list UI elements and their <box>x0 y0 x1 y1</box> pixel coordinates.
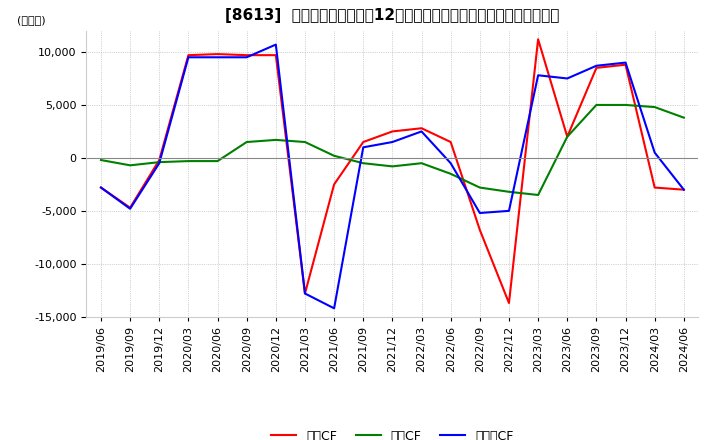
投資CF <box>388 164 397 169</box>
投資CF <box>417 161 426 166</box>
投資CF <box>446 171 455 176</box>
営業CF <box>96 185 105 190</box>
営業CF <box>243 52 251 58</box>
営業CF <box>592 65 600 70</box>
営業CF <box>650 185 659 190</box>
投資CF <box>271 137 280 143</box>
投資CF <box>475 185 484 190</box>
投資CF <box>243 139 251 145</box>
フリーCF <box>475 210 484 216</box>
投資CF <box>505 189 513 194</box>
投資CF <box>680 115 688 120</box>
投資CF <box>213 158 222 164</box>
投資CF <box>650 104 659 110</box>
Line: 投資CF: 投資CF <box>101 105 684 195</box>
フリーCF <box>563 76 572 81</box>
フリーCF <box>505 208 513 213</box>
営業CF <box>534 37 542 42</box>
営業CF <box>126 205 135 210</box>
営業CF <box>271 52 280 58</box>
フリーCF <box>155 161 163 166</box>
営業CF <box>563 134 572 139</box>
フリーCF <box>213 55 222 60</box>
フリーCF <box>388 139 397 145</box>
Line: フリーCF: フリーCF <box>101 44 684 308</box>
営業CF <box>446 139 455 145</box>
営業CF <box>213 51 222 57</box>
投資CF <box>563 134 572 139</box>
フリーCF <box>271 42 280 47</box>
投資CF <box>330 153 338 158</box>
Title: [8613]  キャッシュフローの12か月移動合計の対前年同期増減額の推移: [8613] キャッシュフローの12か月移動合計の対前年同期増減額の推移 <box>225 7 559 23</box>
営業CF <box>359 139 368 145</box>
フリーCF <box>243 55 251 60</box>
投資CF <box>96 158 105 163</box>
営業CF <box>388 129 397 134</box>
営業CF <box>505 301 513 306</box>
投資CF <box>621 103 630 108</box>
営業CF <box>155 158 163 163</box>
フリーCF <box>417 129 426 134</box>
フリーCF <box>534 73 542 78</box>
Line: 営業CF: 営業CF <box>101 39 684 303</box>
投資CF <box>301 139 310 145</box>
投資CF <box>126 163 135 168</box>
営業CF <box>680 187 688 192</box>
フリーCF <box>359 145 368 150</box>
フリーCF <box>680 187 688 192</box>
営業CF <box>301 291 310 296</box>
フリーCF <box>184 55 193 60</box>
フリーCF <box>446 161 455 166</box>
フリーCF <box>301 291 310 296</box>
営業CF <box>475 227 484 233</box>
営業CF <box>417 125 426 131</box>
投資CF <box>155 160 163 165</box>
投資CF <box>534 192 542 198</box>
フリーCF <box>592 63 600 68</box>
フリーCF <box>330 306 338 311</box>
営業CF <box>184 52 193 58</box>
投資CF <box>592 103 600 108</box>
投資CF <box>359 161 368 166</box>
フリーCF <box>96 185 105 190</box>
フリーCF <box>126 206 135 211</box>
営業CF <box>621 62 630 67</box>
フリーCF <box>621 60 630 65</box>
フリーCF <box>650 150 659 155</box>
Y-axis label: (百万円): (百万円) <box>17 15 45 25</box>
営業CF <box>330 182 338 187</box>
投資CF <box>184 158 193 164</box>
Legend: 営業CF, 投資CF, フリーCF: 営業CF, 投資CF, フリーCF <box>266 425 518 440</box>
